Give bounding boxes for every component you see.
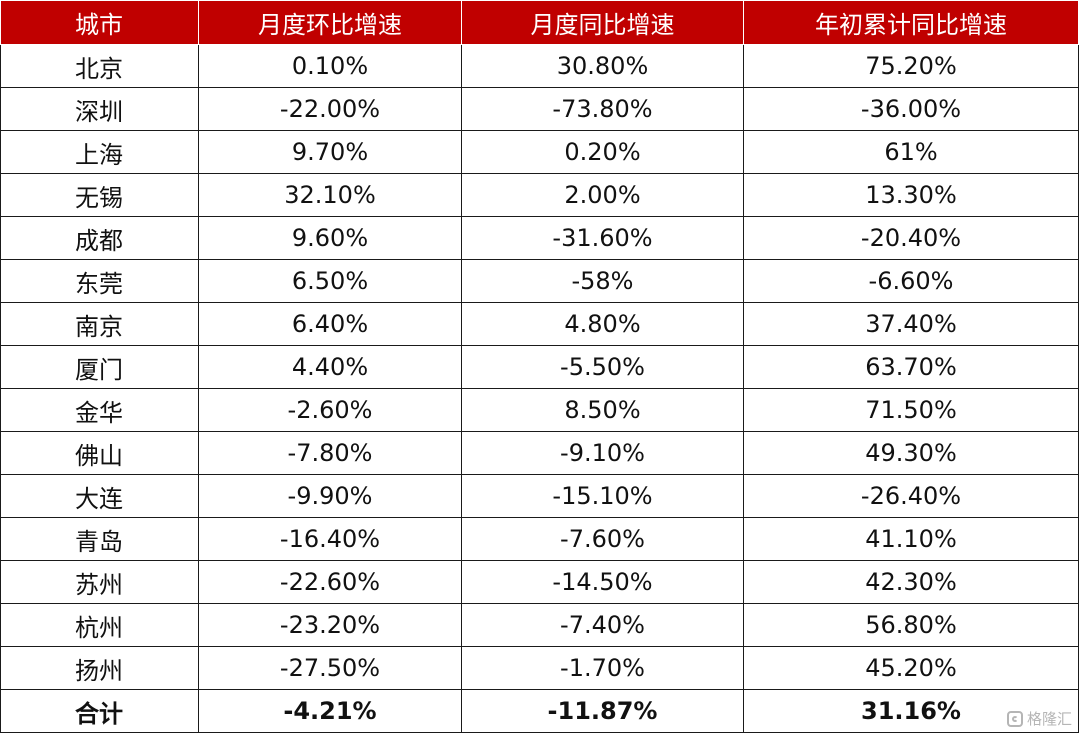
cell-mom: 0.10% [198,44,462,88]
header-yoy: 月度同比增速 [461,0,744,45]
cell-city: 北京 [0,44,199,88]
cell-mom: -2.60% [198,388,462,432]
cell-city: 东莞 [0,259,199,303]
cell-mom: -22.00% [198,87,462,131]
cell-mom: 32.10% [198,173,462,217]
cell-yoy: -7.40% [461,603,744,647]
cell-yoy: -14.50% [461,560,744,604]
cell-ytd: -6.60% [743,259,1079,303]
cell-ytd: 31.16% [743,689,1079,733]
header-row: 城市 月度环比增速 月度同比增速 年初累计同比增速 [0,0,1079,45]
cell-ytd: 41.10% [743,517,1079,561]
cell-ytd: 71.50% [743,388,1079,432]
table-row: 深圳 -22.00% -73.80% -36.00% [0,87,1079,131]
table-row: 金华 -2.60% 8.50% 71.50% [0,388,1079,432]
cell-yoy: 30.80% [461,44,744,88]
table-row: 扬州 -27.50% -1.70% 45.20% [0,646,1079,690]
cell-ytd: 56.80% [743,603,1079,647]
table-row: 北京 0.10% 30.80% 75.20% [0,44,1079,88]
cell-city: 扬州 [0,646,199,690]
cell-yoy: 8.50% [461,388,744,432]
cell-yoy: -1.70% [461,646,744,690]
cell-ytd: 13.30% [743,173,1079,217]
table-row: 杭州 -23.20% -7.40% 56.80% [0,603,1079,647]
cell-ytd: 42.30% [743,560,1079,604]
cell-ytd: 37.40% [743,302,1079,346]
cell-city: 大连 [0,474,199,518]
cell-mom: -23.20% [198,603,462,647]
table-body: 北京 0.10% 30.80% 75.20% 深圳 -22.00% -73.80% -36.0… [0,44,1079,733]
cell-ytd: 61% [743,130,1079,174]
cell-yoy: -9.10% [461,431,744,475]
cell-yoy: 2.00% [461,173,744,217]
table-row: 厦门 4.40% -5.50% 63.70% [0,345,1079,389]
cell-yoy: 4.80% [461,302,744,346]
cell-yoy: -11.87% [461,689,744,733]
cell-city: 成都 [0,216,199,260]
cell-mom: 6.40% [198,302,462,346]
cell-mom: -9.90% [198,474,462,518]
table-row: 大连 -9.90% -15.10% -26.40% [0,474,1079,518]
cell-mom: 4.40% [198,345,462,389]
cell-ytd: -36.00% [743,87,1079,131]
table-row: 青岛 -16.40% -7.60% 41.10% [0,517,1079,561]
watermark: 格隆汇 [1006,708,1072,729]
cell-mom: -27.50% [198,646,462,690]
cell-mom: -16.40% [198,517,462,561]
watermark-text: 格隆汇 [1026,710,1072,728]
cell-city: 深圳 [0,87,199,131]
cell-ytd: -20.40% [743,216,1079,260]
total-row: 合计 -4.21% -11.87% 31.16% [0,689,1079,733]
table-row: 成都 9.60% -31.60% -20.40% [0,216,1079,260]
cell-yoy: 0.20% [461,130,744,174]
table-row: 佛山 -7.80% -9.10% 49.30% [0,431,1079,475]
cell-mom: -4.21% [198,689,462,733]
table-row: 苏州 -22.60% -14.50% 42.30% [0,560,1079,604]
table-row: 南京 6.40% 4.80% 37.40% [0,302,1079,346]
table-row: 东莞 6.50% -58% -6.60% [0,259,1079,303]
cell-yoy: -58% [461,259,744,303]
cell-city: 无锡 [0,173,199,217]
header-city: 城市 [0,0,199,45]
cell-city: 合计 [0,689,199,733]
cell-city: 青岛 [0,517,199,561]
cell-mom: -7.80% [198,431,462,475]
table-row: 上海 9.70% 0.20% 61% [0,130,1079,174]
cell-city: 佛山 [0,431,199,475]
cell-ytd: -26.40% [743,474,1079,518]
cell-yoy: -31.60% [461,216,744,260]
cell-yoy: -15.10% [461,474,744,518]
cell-city: 杭州 [0,603,199,647]
cell-mom: -22.60% [198,560,462,604]
cell-yoy: -5.50% [461,345,744,389]
brand-logo-icon [1006,710,1023,727]
cell-mom: 6.50% [198,259,462,303]
cell-city: 上海 [0,130,199,174]
cell-city: 苏州 [0,560,199,604]
cell-ytd: 45.20% [743,646,1079,690]
cell-mom: 9.60% [198,216,462,260]
header-mom: 月度环比增速 [198,0,462,45]
cell-ytd: 63.70% [743,345,1079,389]
cell-yoy: -7.60% [461,517,744,561]
cell-city: 厦门 [0,345,199,389]
cell-city: 金华 [0,388,199,432]
cell-yoy: -73.80% [461,87,744,131]
cell-ytd: 75.20% [743,44,1079,88]
header-ytd: 年初累计同比增速 [743,0,1079,45]
cell-mom: 9.70% [198,130,462,174]
cell-ytd: 49.30% [743,431,1079,475]
table-row: 无锡 32.10% 2.00% 13.30% [0,173,1079,217]
cell-city: 南京 [0,302,199,346]
